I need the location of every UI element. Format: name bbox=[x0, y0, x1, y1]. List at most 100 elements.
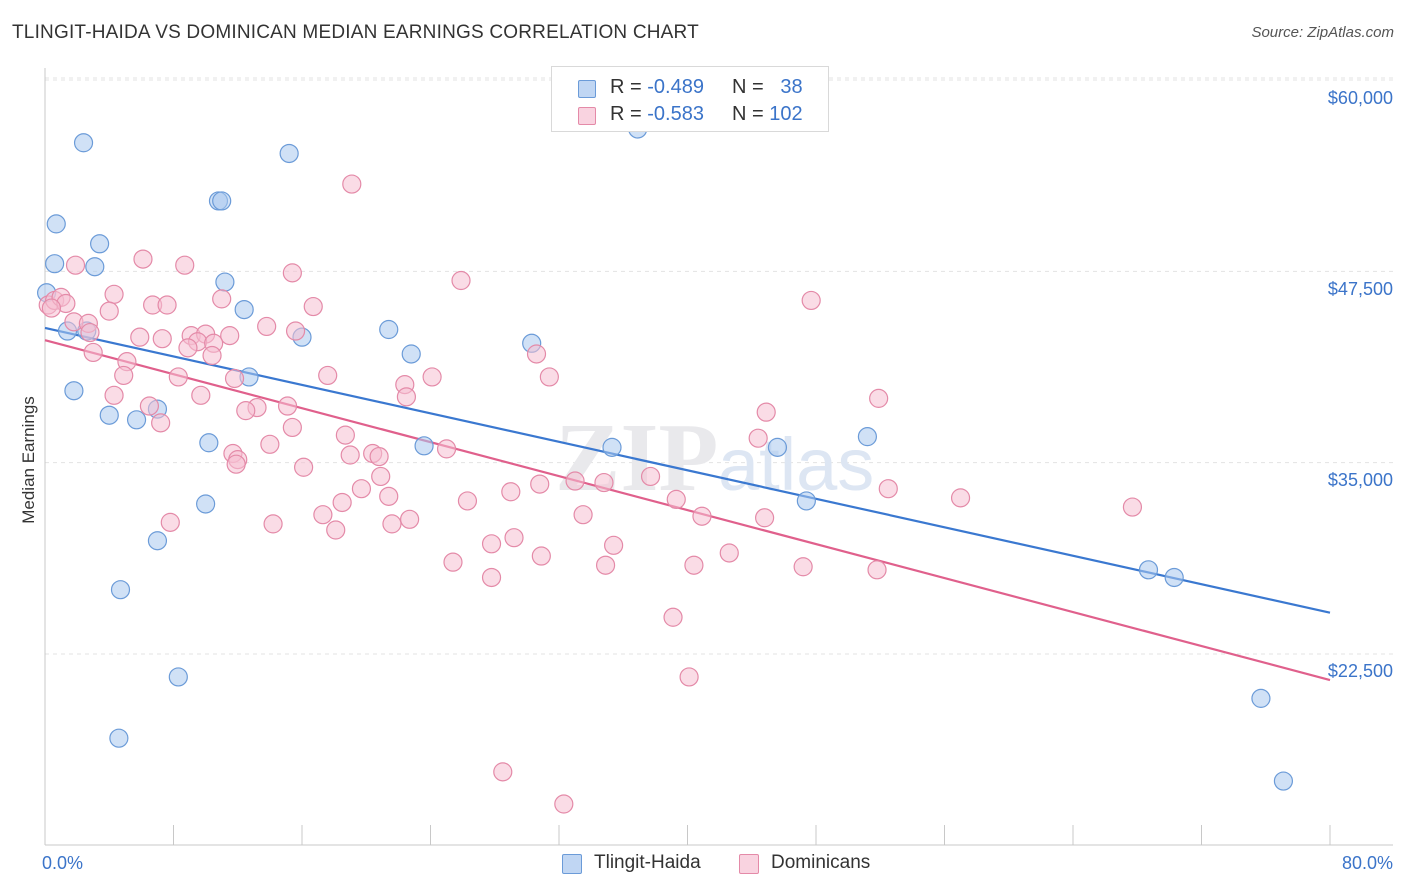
point-dominicans bbox=[554, 794, 574, 814]
point-dominicans bbox=[294, 457, 314, 477]
legend-r-label: R = -0.583 bbox=[610, 103, 704, 125]
point-tlingit-haida bbox=[857, 427, 878, 447]
point-dominicans bbox=[457, 491, 478, 511]
point-dominicans bbox=[878, 479, 898, 499]
point-tlingit-haida bbox=[147, 531, 168, 551]
point-dominicans bbox=[152, 329, 172, 349]
point-dominicans bbox=[640, 466, 661, 487]
point-dominicans bbox=[303, 296, 323, 317]
bottom-legend-swatch-pink bbox=[739, 854, 759, 874]
bottom-legend-swatch-blue bbox=[562, 854, 582, 874]
legend-swatch-pink bbox=[578, 107, 596, 125]
point-tlingit-haida bbox=[279, 143, 299, 164]
y-tick-label-35000: $35,000 bbox=[1328, 470, 1393, 490]
legend-row-dominicans: R = -0.583 N = 102 bbox=[552, 101, 828, 129]
point-tlingit-haida bbox=[767, 437, 788, 457]
point-dominicans bbox=[501, 482, 521, 502]
x-tick-label-max: 80.0% bbox=[1342, 853, 1393, 873]
point-dominicans bbox=[83, 342, 103, 363]
point-dominicans bbox=[371, 466, 391, 487]
point-dominicans bbox=[573, 505, 593, 525]
watermark-atlas: atlas bbox=[718, 423, 874, 506]
axis-labels: $60,000 $47,500 $35,000 $22,500 0.0% 80.… bbox=[19, 88, 1393, 873]
y-tick-label-22500: $22,500 bbox=[1328, 661, 1393, 681]
point-dominicans bbox=[679, 667, 699, 687]
point-tlingit-haida bbox=[196, 494, 216, 514]
point-tlingit-haida bbox=[414, 436, 434, 456]
point-dominicans bbox=[526, 344, 547, 364]
point-dominicans bbox=[396, 387, 417, 407]
point-dominicans bbox=[226, 454, 246, 474]
point-dominicans bbox=[133, 249, 153, 269]
point-tlingit-haida bbox=[401, 344, 421, 364]
trend-line-tlingit-haida bbox=[44, 326, 1331, 614]
point-dominicans bbox=[719, 543, 739, 563]
point-tlingit-haida bbox=[796, 491, 816, 511]
data-points bbox=[37, 119, 1294, 814]
point-dominicans bbox=[481, 534, 502, 554]
bottom-legend-label: Dominicans bbox=[771, 852, 871, 873]
point-dominicans bbox=[801, 290, 821, 311]
legend-r-value: -0.489 bbox=[647, 76, 704, 98]
point-tlingit-haida bbox=[109, 728, 129, 748]
point-dominicans bbox=[351, 479, 372, 499]
chart-title: TLINGIT-HAIDA VS DOMINICAN MEDIAN EARNIN… bbox=[12, 22, 699, 43]
point-dominicans bbox=[99, 301, 119, 321]
point-dominicans bbox=[666, 489, 686, 510]
legend-n-value: 102 bbox=[769, 103, 803, 125]
point-dominicans bbox=[326, 520, 346, 540]
point-dominicans bbox=[481, 567, 502, 588]
point-dominicans bbox=[332, 492, 352, 513]
trend-lines bbox=[44, 326, 1331, 682]
point-dominicans bbox=[335, 425, 355, 445]
point-dominicans bbox=[277, 396, 298, 416]
point-dominicans bbox=[504, 528, 524, 548]
point-dominicans bbox=[41, 298, 62, 318]
point-dominicans bbox=[202, 345, 222, 366]
point-dominicans bbox=[400, 509, 420, 529]
point-tlingit-haida bbox=[73, 133, 94, 153]
point-dominicans bbox=[130, 327, 150, 347]
point-dominicans bbox=[65, 255, 86, 275]
point-dominicans bbox=[114, 365, 134, 386]
point-tlingit-haida bbox=[379, 319, 399, 340]
point-dominicans bbox=[160, 512, 180, 532]
point-dominicans bbox=[175, 255, 195, 275]
point-tlingit-haida bbox=[234, 300, 254, 320]
point-dominicans bbox=[151, 413, 171, 433]
point-dominicans bbox=[236, 401, 256, 421]
grid-lines bbox=[45, 77, 1393, 655]
point-dominicans bbox=[260, 434, 280, 454]
point-tlingit-haida bbox=[46, 214, 66, 234]
point-dominicans bbox=[224, 368, 245, 389]
point-dominicans bbox=[530, 474, 550, 494]
point-dominicans bbox=[756, 402, 776, 422]
point-dominicans bbox=[493, 762, 513, 782]
point-dominicans bbox=[139, 396, 160, 416]
point-dominicans bbox=[342, 174, 362, 194]
point-dominicans bbox=[318, 365, 338, 386]
point-dominicans bbox=[80, 322, 100, 343]
point-tlingit-haida bbox=[1251, 688, 1271, 708]
legend-n-value: 38 bbox=[780, 76, 803, 98]
point-dominicans bbox=[950, 488, 971, 508]
point-tlingit-haida bbox=[45, 254, 65, 274]
y-axis-label: Median Earnings bbox=[19, 396, 38, 524]
point-dominicans bbox=[869, 388, 889, 408]
point-dominicans bbox=[178, 338, 198, 358]
point-dominicans bbox=[422, 367, 442, 387]
correlation-legend: R = -0.489 N = 38 R = -0.583 N = 102 bbox=[551, 66, 829, 132]
point-dominicans bbox=[754, 508, 775, 528]
point-tlingit-haida bbox=[110, 580, 131, 600]
point-dominicans bbox=[104, 284, 124, 304]
point-dominicans bbox=[443, 552, 463, 572]
point-dominicans bbox=[212, 289, 232, 309]
y-tick-label-60000: $60,000 bbox=[1328, 88, 1393, 108]
point-dominicans bbox=[340, 445, 360, 465]
legend-swatch-blue bbox=[578, 80, 596, 98]
point-tlingit-haida bbox=[602, 437, 622, 457]
legend-r-value: -0.583 bbox=[647, 103, 704, 125]
point-dominicans bbox=[539, 367, 559, 387]
point-dominicans bbox=[663, 607, 683, 627]
